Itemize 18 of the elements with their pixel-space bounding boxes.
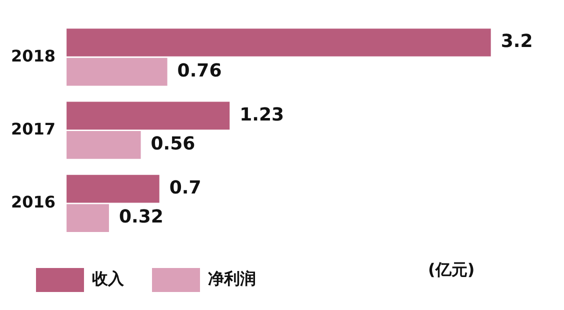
- data-label: 0.76: [177, 60, 222, 82]
- data-label: 0.56: [150, 134, 196, 155]
- y-tick-label: 2016: [11, 192, 56, 212]
- bar: [66, 131, 141, 159]
- bar: [66, 58, 168, 86]
- bar: [66, 28, 491, 56]
- y-tick-label: 2018: [11, 46, 56, 66]
- bar: [66, 204, 109, 232]
- bar: [66, 102, 230, 130]
- y-tick-label: 2017: [11, 119, 56, 138]
- bar: [66, 174, 160, 203]
- text: (亿元): [428, 260, 475, 280]
- legend-label: 净利润: [208, 269, 256, 288]
- data-label: 3.2: [500, 31, 533, 52]
- data-label: 0.7: [169, 177, 202, 198]
- data-label: 1.23: [240, 104, 284, 126]
- legend-label: 收入: [92, 269, 125, 288]
- data-label: 0.32: [118, 206, 164, 228]
